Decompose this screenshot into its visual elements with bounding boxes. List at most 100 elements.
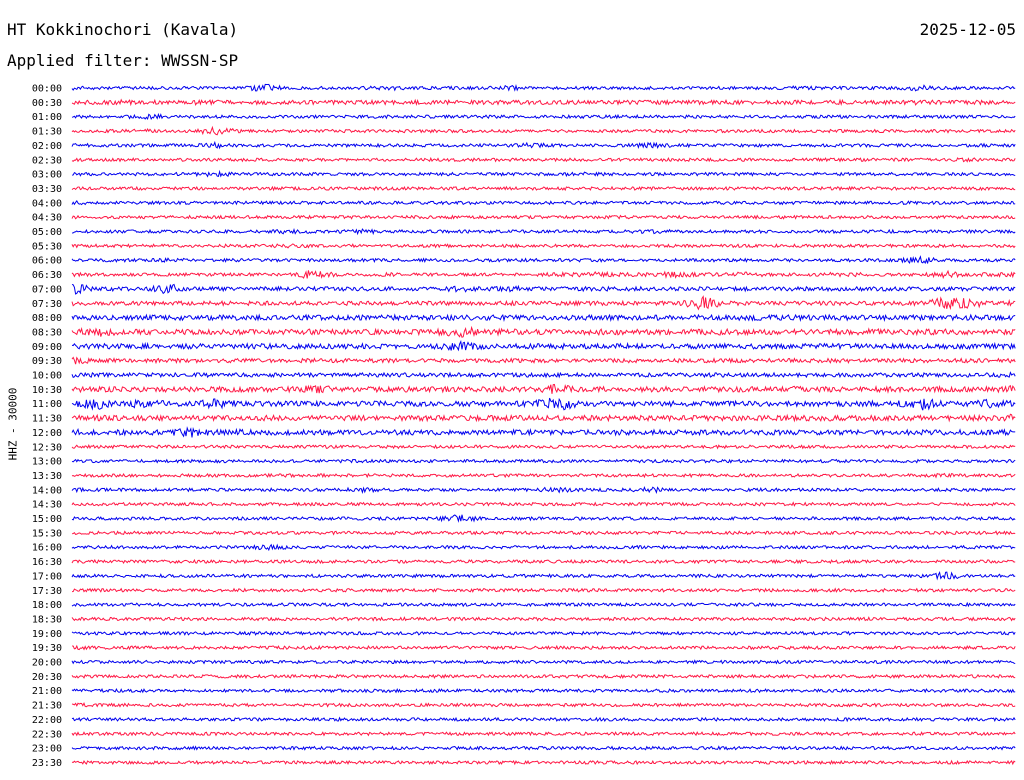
time-tick-label: 05:00 [32, 227, 62, 238]
seismic-trace [71, 371, 1016, 379]
time-tick-label: 18:00 [32, 600, 62, 611]
seismic-trace [71, 587, 1016, 593]
time-tick-label: 14:30 [32, 500, 62, 511]
time-tick-label: 08:30 [32, 327, 62, 338]
seismic-trace [71, 543, 1016, 552]
seismic-trace [71, 383, 1016, 394]
seismic-trace [71, 214, 1016, 220]
time-tick-label: 07:00 [32, 284, 62, 295]
seismic-trace [71, 659, 1016, 665]
time-tick-label: 21:00 [32, 686, 62, 697]
time-tick-label: 00:30 [32, 98, 62, 109]
seismic-trace [71, 644, 1016, 651]
time-tick-label: 18:30 [32, 614, 62, 625]
seismic-trace [71, 98, 1016, 107]
seismic-trace [71, 397, 1016, 411]
time-tick-label: 11:00 [32, 399, 62, 410]
time-tick-label: 15:30 [32, 528, 62, 539]
time-tick-label: 17:00 [32, 571, 62, 582]
seismic-trace [71, 485, 1016, 494]
seismic-trace [71, 458, 1016, 464]
date-label: 2025-12-05 [919, 20, 1016, 39]
time-tick-label: 23:30 [32, 758, 62, 769]
time-tick-label: 10:00 [32, 371, 62, 382]
seismic-trace [71, 156, 1016, 163]
seismic-trace [71, 339, 1016, 352]
seismic-trace [71, 530, 1016, 536]
time-tick-label: 17:30 [32, 586, 62, 597]
time-tick-label: 04:00 [32, 198, 62, 209]
seismic-trace [71, 283, 1016, 295]
time-tick-label: 20:00 [32, 658, 62, 669]
seismic-trace [71, 295, 1016, 311]
time-tick-label: 16:30 [32, 557, 62, 568]
seismic-trace [71, 185, 1016, 192]
seismic-trace [71, 444, 1016, 450]
time-tick-label: 02:30 [32, 155, 62, 166]
time-tick-label: 03:30 [32, 184, 62, 195]
time-tick-label: 08:00 [32, 313, 62, 324]
time-tick-label: 06:30 [32, 270, 62, 281]
seismic-trace [71, 426, 1016, 438]
time-tick-label: 21:30 [32, 701, 62, 712]
seismic-trace [71, 731, 1016, 737]
seismic-trace [71, 125, 1016, 136]
station-title: HT Kokkinochori (Kavala) [7, 20, 239, 39]
seismic-trace [71, 140, 1016, 150]
seismic-trace [71, 243, 1016, 249]
time-tick-label: 04:30 [32, 213, 62, 224]
time-tick-label: 11:30 [32, 414, 62, 425]
time-tick-label: 13:00 [32, 457, 62, 468]
time-tick-label: 14:00 [32, 485, 62, 496]
time-tick-label: 01:30 [32, 127, 62, 138]
time-tick-label: 00:00 [32, 84, 62, 95]
time-tick-label: 22:30 [32, 729, 62, 740]
filter-label: Applied filter: WWSSN-SP [7, 51, 239, 70]
time-tick-label: 12:30 [32, 442, 62, 453]
seismic-trace [71, 269, 1016, 280]
seismic-trace [71, 716, 1016, 723]
time-tick-label: 06:00 [32, 256, 62, 267]
time-tick-label: 19:00 [32, 629, 62, 640]
time-tick-label: 09:00 [32, 342, 62, 353]
time-tick-label: 20:30 [32, 672, 62, 683]
seismic-trace [71, 745, 1016, 751]
time-tick-label: 12:00 [32, 428, 62, 439]
time-tick-label: 16:00 [32, 543, 62, 554]
time-tick-label: 07:30 [32, 299, 62, 310]
time-tick-label: 19:30 [32, 643, 62, 654]
seismic-trace [71, 558, 1016, 565]
seismic-trace [71, 688, 1016, 694]
seismic-trace [71, 501, 1016, 507]
time-tick-label: 22:00 [32, 715, 62, 726]
seismic-trace [71, 601, 1016, 608]
time-tick-label: 03:00 [32, 170, 62, 181]
seismic-trace [71, 313, 1016, 323]
seismic-trace [71, 571, 1016, 581]
seismic-trace [71, 227, 1016, 236]
seismic-trace [71, 169, 1016, 178]
seismic-trace [71, 630, 1016, 636]
time-tick-label: 09:30 [32, 356, 62, 367]
seismic-trace [71, 325, 1016, 338]
seismic-trace [71, 673, 1016, 680]
time-tick-label: 13:30 [32, 471, 62, 482]
time-tick-label: 02:00 [32, 141, 62, 152]
seismic-trace [71, 514, 1016, 523]
seismic-trace [71, 356, 1016, 365]
seismic-trace [71, 759, 1016, 766]
seismic-trace [71, 472, 1016, 479]
seismic-trace [71, 112, 1016, 121]
seismic-trace [71, 413, 1016, 423]
time-tick-label: 15:00 [32, 514, 62, 525]
time-tick-label: 05:30 [32, 241, 62, 252]
seismic-trace [71, 83, 1016, 92]
time-tick-label: 10:30 [32, 385, 62, 396]
time-tick-label: 23:00 [32, 744, 62, 755]
seismic-trace [71, 616, 1016, 622]
seismic-trace [71, 255, 1016, 265]
seismic-trace [71, 702, 1016, 708]
time-tick-label: 01:00 [32, 112, 62, 123]
seismic-trace [71, 200, 1016, 206]
